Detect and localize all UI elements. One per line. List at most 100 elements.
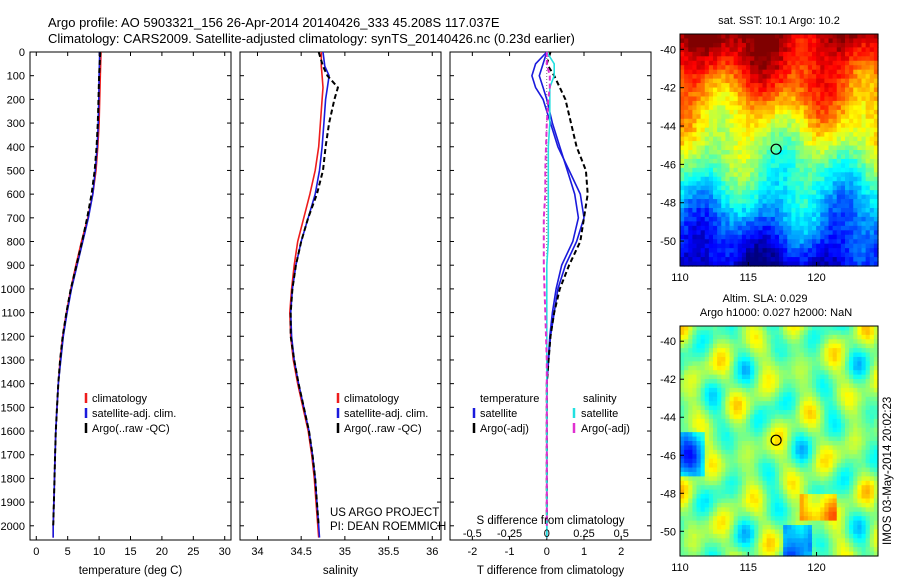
map-cell xyxy=(750,110,755,115)
map-cell xyxy=(692,52,697,57)
map-cell xyxy=(771,217,776,222)
map-cell xyxy=(849,454,854,459)
map-cell xyxy=(787,499,792,504)
map-cell xyxy=(721,516,726,521)
map-cell xyxy=(820,481,825,486)
map-cell xyxy=(705,397,710,402)
map-cell xyxy=(787,221,792,226)
legend-label: Argo(-adj) xyxy=(581,423,630,435)
map-cell xyxy=(824,119,829,124)
map-cell xyxy=(758,221,763,226)
map-cell xyxy=(763,499,768,504)
map-cell xyxy=(758,248,763,253)
map-cell xyxy=(783,414,788,419)
map-cell xyxy=(849,123,854,128)
map-cell xyxy=(833,330,838,335)
map-cell xyxy=(791,128,796,133)
map-cell xyxy=(701,463,706,468)
map-cell xyxy=(862,212,867,217)
map-cell xyxy=(717,38,722,43)
map-cell xyxy=(841,428,846,433)
map-cell xyxy=(684,235,689,240)
map-cell xyxy=(787,503,792,508)
map-cell xyxy=(725,507,730,512)
map-cell xyxy=(837,230,842,235)
map-cell xyxy=(824,92,829,97)
map-cell xyxy=(771,137,776,142)
map-cell xyxy=(730,186,735,191)
map-cell xyxy=(837,441,842,446)
map-cell xyxy=(754,379,759,384)
map-cell xyxy=(717,230,722,235)
map-cell xyxy=(791,119,796,124)
map-cell xyxy=(816,119,821,124)
map-cell xyxy=(709,428,714,433)
map-cell xyxy=(717,392,722,397)
map-cell xyxy=(841,172,846,177)
lon-tick-label: 115 xyxy=(740,272,758,284)
map-cell xyxy=(725,230,730,235)
map-cell xyxy=(734,344,739,349)
map-cell xyxy=(857,172,862,177)
map-cell xyxy=(725,450,730,455)
map-cell xyxy=(833,454,838,459)
map-cell xyxy=(730,154,735,159)
map-cell xyxy=(837,370,842,375)
map-cell xyxy=(738,392,743,397)
map-cell xyxy=(804,128,809,133)
map-cell xyxy=(804,235,809,240)
map-cell xyxy=(701,419,706,424)
map-cell xyxy=(820,38,825,43)
map-cell xyxy=(709,235,714,240)
map-cell xyxy=(796,92,801,97)
map-cell xyxy=(730,253,735,258)
map-cell xyxy=(705,257,710,262)
map-cell xyxy=(829,428,834,433)
map-cell xyxy=(713,388,718,393)
map-cell xyxy=(701,101,706,106)
map-cell xyxy=(837,34,842,39)
map-cell xyxy=(705,190,710,195)
map-cell xyxy=(833,70,838,75)
map-cell xyxy=(684,248,689,253)
map-cell xyxy=(779,123,784,128)
map-cell xyxy=(721,74,726,79)
map-cell xyxy=(705,204,710,209)
map-cell xyxy=(857,181,862,186)
map-cell xyxy=(787,525,792,530)
map-cell xyxy=(697,490,702,495)
map-cell xyxy=(713,92,718,97)
map-cell xyxy=(783,61,788,66)
map-cell xyxy=(870,34,875,39)
map-cell xyxy=(783,163,788,168)
map-cell xyxy=(767,92,772,97)
map-cell xyxy=(746,472,751,477)
map-cell xyxy=(738,43,743,48)
map-cell xyxy=(763,397,768,402)
map-cell xyxy=(787,330,792,335)
map-cell xyxy=(750,146,755,151)
map-cell xyxy=(688,441,693,446)
map-cell xyxy=(833,212,838,217)
map-cell xyxy=(701,186,706,191)
map-cell xyxy=(684,217,689,222)
map-cell xyxy=(824,123,829,128)
map-cell xyxy=(767,521,772,526)
map-cell xyxy=(787,83,792,88)
map-cell xyxy=(734,212,739,217)
map-cell xyxy=(841,204,846,209)
map-cell xyxy=(692,137,697,142)
map-cell xyxy=(841,401,846,406)
map-cell xyxy=(713,38,718,43)
map-cell xyxy=(763,401,768,406)
map-cell xyxy=(820,70,825,75)
map-cell xyxy=(758,239,763,244)
map-cell xyxy=(787,199,792,204)
map-cell xyxy=(746,326,751,331)
map-cell xyxy=(866,525,871,530)
map-cell xyxy=(820,521,825,526)
map-cell xyxy=(767,159,772,164)
map-cell xyxy=(857,525,862,530)
map-cell xyxy=(853,330,858,335)
map-cell xyxy=(841,348,846,353)
